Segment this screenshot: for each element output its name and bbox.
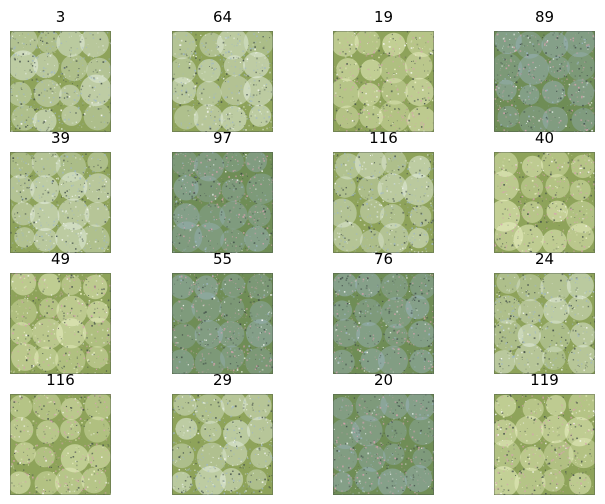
image-label: 40	[534, 129, 555, 147]
noise-image	[333, 152, 434, 253]
noise-image	[494, 273, 595, 374]
noise-image	[494, 31, 595, 132]
generated-image-tile	[494, 394, 595, 495]
generated-image-tile	[172, 152, 273, 253]
image-grid: 3 64 19 89 39 97 116 40 49 55 76	[10, 8, 601, 498]
image-label: 116	[46, 371, 75, 389]
generated-image-tile	[494, 152, 595, 253]
generated-image-tile	[494, 31, 595, 132]
image-cell-10: 55	[172, 250, 273, 374]
image-label: 39	[50, 129, 71, 147]
noise-image	[172, 394, 273, 495]
noise-image	[333, 273, 434, 374]
image-label: 19	[373, 8, 394, 26]
image-label: 29	[212, 371, 233, 389]
generated-image-tile	[494, 273, 595, 374]
image-cell-12: 24	[494, 250, 595, 374]
generated-image-tile	[333, 31, 434, 132]
image-cell-4: 89	[494, 8, 595, 132]
image-cell-8: 40	[494, 129, 595, 253]
generated-image-tile	[172, 31, 273, 132]
generated-image-tile	[333, 152, 434, 253]
image-label: 3	[55, 8, 66, 26]
image-label: 24	[534, 250, 555, 268]
image-cell-13: 116	[10, 371, 111, 495]
image-label: 49	[50, 250, 71, 268]
image-label: 55	[212, 250, 233, 268]
noise-image	[333, 31, 434, 132]
image-cell-9: 49	[10, 250, 111, 374]
noise-image	[10, 152, 111, 253]
generated-image-tile	[172, 273, 273, 374]
image-label: 89	[534, 8, 555, 26]
image-cell-3: 19	[333, 8, 434, 132]
image-cell-15: 20	[333, 371, 434, 495]
image-cell-5: 39	[10, 129, 111, 253]
noise-image	[10, 394, 111, 495]
generated-image-tile	[10, 394, 111, 495]
image-cell-11: 76	[333, 250, 434, 374]
generated-image-tile	[10, 31, 111, 132]
noise-image	[172, 152, 273, 253]
noise-image	[333, 394, 434, 495]
image-label: 64	[212, 8, 233, 26]
image-label: 76	[373, 250, 394, 268]
image-cell-1: 3	[10, 8, 111, 132]
noise-image	[10, 31, 111, 132]
image-label: 20	[373, 371, 394, 389]
generated-image-tile	[10, 273, 111, 374]
image-label: 116	[369, 129, 398, 147]
noise-image	[172, 273, 273, 374]
generated-image-tile	[172, 394, 273, 495]
image-cell-16: 119	[494, 371, 595, 495]
generated-image-tile	[333, 273, 434, 374]
image-cell-6: 97	[172, 129, 273, 253]
image-label: 119	[530, 371, 559, 389]
noise-image	[494, 152, 595, 253]
noise-image	[172, 31, 273, 132]
image-cell-2: 64	[172, 8, 273, 132]
generated-image-tile	[333, 394, 434, 495]
noise-image	[10, 273, 111, 374]
image-cell-14: 29	[172, 371, 273, 495]
noise-image	[494, 394, 595, 495]
image-cell-7: 116	[333, 129, 434, 253]
image-label: 97	[212, 129, 233, 147]
generated-image-tile	[10, 152, 111, 253]
